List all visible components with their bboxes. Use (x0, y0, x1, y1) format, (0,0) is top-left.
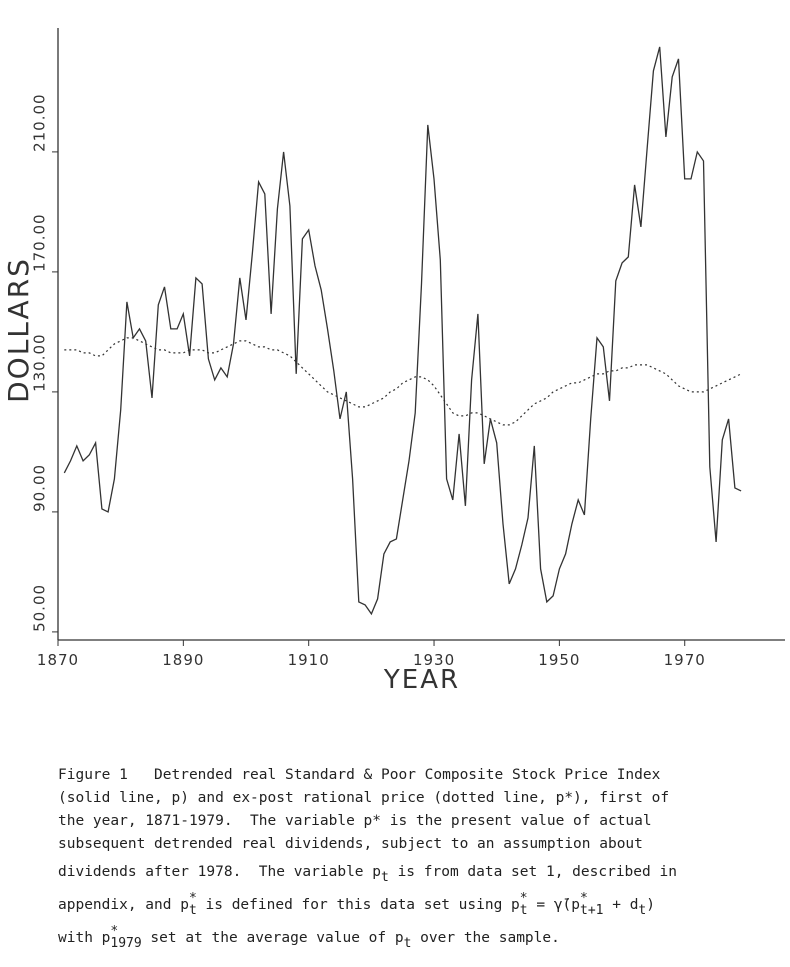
caption-line: (solid line, p) and ex-post rational pri… (58, 787, 778, 810)
script: * t+1 (580, 891, 604, 918)
x-tick-label: 1870 (37, 651, 79, 669)
superscript: * (580, 891, 588, 906)
x-tick-label: 1930 (413, 651, 455, 669)
x-tick-label: 1910 (288, 651, 330, 669)
caption-text: dividends after 1978. The variable p (58, 864, 382, 880)
subscript: t (638, 903, 647, 918)
series-line (63, 46, 742, 616)
caption-text: appendix, and p (58, 897, 189, 913)
y-axis-label: DOLLARS (2, 257, 35, 403)
caption-text: the year, 1871-1979. The variable p* is … (58, 813, 652, 829)
subscript: t (381, 870, 389, 885)
x-tick-label: 1950 (538, 651, 580, 669)
caption-line: appendix, and p * t is defined for this da… (58, 889, 778, 922)
caption-text: set at the average value of p (141, 930, 404, 946)
caption: Figure 1 Detrended real Standard & Poor … (58, 764, 778, 955)
script: * t (188, 891, 197, 918)
subscript: t (403, 936, 412, 951)
y-tick-label: 170.00 (31, 213, 49, 272)
script: t (404, 926, 412, 950)
superscript: * (188, 891, 197, 906)
subscript: t (519, 903, 528, 918)
superscript: * (110, 924, 119, 939)
x-tick-label: 1890 (162, 651, 204, 669)
caption-text: with p (58, 930, 111, 946)
y-tick-label: 210.00 (31, 93, 49, 152)
caption-text: + d (603, 897, 639, 913)
subscript: t+1 (580, 903, 604, 918)
script: t (381, 860, 389, 884)
caption-line: Figure 1 Detrended real Standard & Poor … (58, 764, 778, 787)
x-tick-label: 1970 (664, 651, 706, 669)
script: * t (519, 891, 528, 918)
series-line (64, 337, 742, 426)
script: * 1979 (110, 924, 142, 951)
y-tick-label: 130.00 (31, 333, 49, 392)
chart: DOLLARS YEAR 50.00 90.00 130.00 170.00 210.0… (2, 28, 785, 695)
caption-line: with p * 1979 set at the average value of … (58, 922, 778, 955)
superscript: * (519, 891, 528, 906)
caption-text: is from data set 1, described in (388, 864, 677, 880)
caption-line: dividends after 1978. The variable p t i… (58, 856, 778, 889)
script: t (638, 893, 646, 917)
caption-text: Figure 1 Detrended real Standard & Poor … (58, 767, 661, 783)
caption-text: ) (646, 897, 655, 913)
caption-text: (solid line, p) and ex-post rational pri… (58, 790, 670, 806)
caption-text: = γ̄(p (527, 897, 581, 913)
caption-line: subsequent detrended real dividends, sub… (58, 833, 778, 856)
y-tick-label: 50.00 (31, 584, 49, 632)
x-axis-label: YEAR (383, 665, 460, 695)
y-tick-label: 90.00 (31, 464, 49, 512)
subscript: t (188, 903, 197, 918)
caption-text: over the sample. (411, 930, 560, 946)
caption-text: is defined for this data set using p (196, 897, 520, 913)
caption-line: the year, 1871-1979. The variable p* is … (58, 810, 778, 833)
subscript: 1979 (110, 936, 142, 951)
caption-text: subsequent detrended real dividends, sub… (58, 836, 643, 852)
